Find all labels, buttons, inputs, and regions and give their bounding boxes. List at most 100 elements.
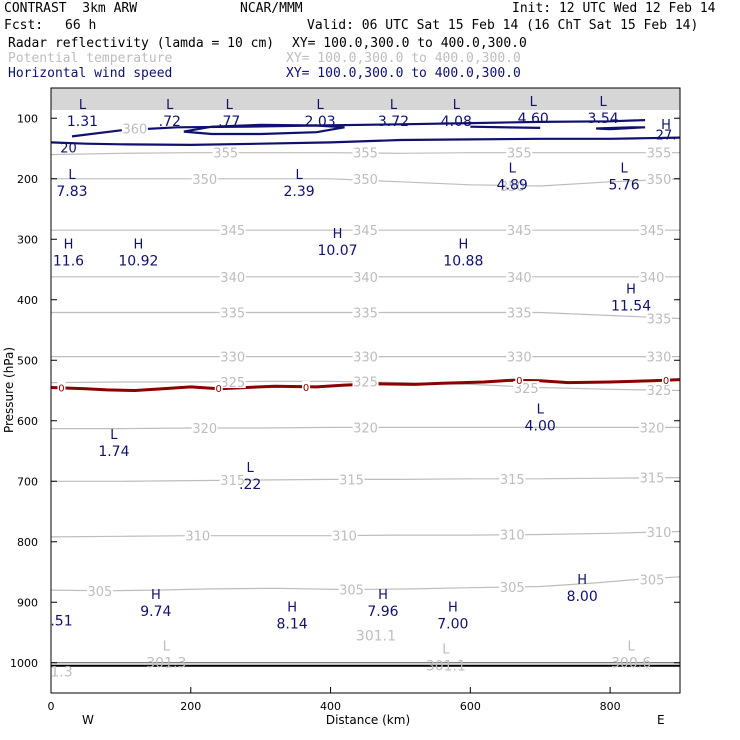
org-label: NCAR/MMM <box>240 1 303 16</box>
zero-label-bg <box>57 381 66 393</box>
low-marker: L <box>627 640 635 655</box>
theta-label-bg <box>639 470 666 484</box>
theta-label-bg <box>219 473 246 487</box>
high-marker: H <box>577 573 587 588</box>
field-theta-xy: XY= 100.0,300.0 to 400.0,300.0 <box>286 51 521 66</box>
extremum-value: 301.1 <box>426 659 466 675</box>
x-tick-label: 600 <box>460 700 481 713</box>
extremum-value: 4.60 <box>518 111 549 127</box>
extremum-value: 4.08 <box>441 114 472 130</box>
theta-contour-label: 340 <box>353 271 378 286</box>
theta-contour-label: 320 <box>192 422 217 437</box>
theta-label-bg <box>219 349 246 363</box>
high-marker: H <box>448 600 458 615</box>
theta-contour-label: 355 <box>213 147 238 162</box>
y-axis-label: Pressure (hPa) <box>2 347 16 433</box>
theta-label-bg <box>219 305 246 319</box>
field-reflectivity-xy: XY= 100.0,300.0 to 400.0,300.0 <box>292 36 527 51</box>
y-tick-label: 700 <box>17 475 38 488</box>
extremum-value: 10.88 <box>443 253 483 269</box>
model-title: CONTRAST 3km ARW <box>4 1 138 16</box>
theta-label-bg <box>352 420 379 434</box>
extremum-value: 5.76 <box>609 178 640 194</box>
extremum-value: 10.92 <box>118 253 158 269</box>
x-tick-label: 200 <box>180 700 201 713</box>
zero-label-bg <box>302 380 311 392</box>
theta-label-bg <box>506 223 533 237</box>
theta-contour-label: 335 <box>507 306 532 321</box>
theta-label-bg <box>352 223 379 237</box>
theta-contour-305 <box>51 576 680 592</box>
y-tick-label: 800 <box>17 536 38 549</box>
theta-contour-315 <box>51 477 680 482</box>
theta-label-bg <box>646 145 673 159</box>
reflectivity-zero-contour <box>51 378 680 393</box>
theta-label-bg <box>499 580 526 594</box>
theta-contour-label: 345 <box>353 224 378 239</box>
extremum-value: 301.1 <box>356 628 396 644</box>
low-marker: L <box>247 461 255 476</box>
extremum-value: 3.72 <box>378 114 409 130</box>
extremum-value: 2.03 <box>304 114 335 130</box>
wind-contour-20 <box>470 125 541 129</box>
theta-contour-label: 340 <box>507 271 532 286</box>
field-theta-name: Potential temperature <box>8 51 173 66</box>
wind-contour-20 <box>71 119 646 138</box>
theta-contour-label: 330 <box>353 351 378 366</box>
extremum-value: 301.3 <box>146 656 186 672</box>
theta-contour-label: 330 <box>220 351 245 366</box>
theta-label-bg <box>646 382 673 396</box>
low-marker: L <box>163 640 171 655</box>
west-label: W <box>82 713 94 727</box>
extremum-value: 300.6 <box>611 656 651 672</box>
field-wind-name: Horizontal wind speed <box>8 66 173 81</box>
zero-label-bg <box>662 374 671 386</box>
theta-label-bg <box>506 305 533 319</box>
wind-contour-label: 20 <box>60 141 77 156</box>
theta-label-bg <box>639 420 666 434</box>
theta-contour-label: 325 <box>220 376 245 391</box>
theta-label-bg <box>639 223 666 237</box>
theta-contour-label: 315 <box>339 473 364 488</box>
theta-label-bg <box>191 421 218 435</box>
y-tick-label: 600 <box>17 415 38 428</box>
theta-label-bg <box>499 179 526 193</box>
theta-label-bg <box>352 171 379 185</box>
theta-contour-label: 345 <box>507 224 532 239</box>
fcst-label: Fcst: <box>4 18 44 33</box>
theta-label-bg <box>352 145 379 159</box>
theta-contour-label: 315 <box>640 472 665 487</box>
y-tick-label: 900 <box>17 596 38 609</box>
theta-contour-label: 310 <box>647 526 672 541</box>
valid-time: Valid: 06 UTC Sat 15 Feb 14 (16 ChT Sat … <box>307 18 699 33</box>
theta-label-bg <box>499 527 526 541</box>
zero-label-bg <box>515 374 524 386</box>
theta-label-bg <box>646 349 673 363</box>
theta-contour-label: 335 <box>647 313 672 328</box>
wind-contour-20 <box>183 123 345 136</box>
extremum-value: 8.00 <box>567 589 598 605</box>
extremum-value: .51 <box>50 613 72 629</box>
high-marker: H <box>287 600 297 615</box>
theta-contour-label: 305 <box>500 581 525 596</box>
zero-contour-label: 0 <box>303 383 309 394</box>
plot-frame <box>50 87 681 694</box>
theta-label-bg <box>352 305 379 319</box>
field-wind-xy: XY= 100.0,300.0 to 400.0,300.0 <box>286 66 521 81</box>
extremum-value: 1.3 <box>50 665 72 681</box>
low-marker: L <box>79 98 87 113</box>
high-marker: H <box>458 237 468 252</box>
theta-contour-label: 325 <box>353 375 378 390</box>
theta-label-bg <box>352 269 379 283</box>
wind-contour-label: 27. <box>656 129 677 144</box>
theta-contour-label: 340 <box>220 271 245 286</box>
extremum-value: 9.74 <box>140 604 171 620</box>
low-marker: L <box>537 402 545 417</box>
extremum-value: .72 <box>159 114 181 130</box>
extremum-value: 4.00 <box>525 418 556 434</box>
extremum-value: 7.83 <box>56 184 87 200</box>
field-reflectivity-name: Radar reflectivity (lamda = 10 cm) <box>8 36 275 51</box>
fcst-value: 66 h <box>65 18 97 33</box>
y-tick-label: 1000 <box>10 657 38 670</box>
theta-label-bg <box>646 525 673 539</box>
